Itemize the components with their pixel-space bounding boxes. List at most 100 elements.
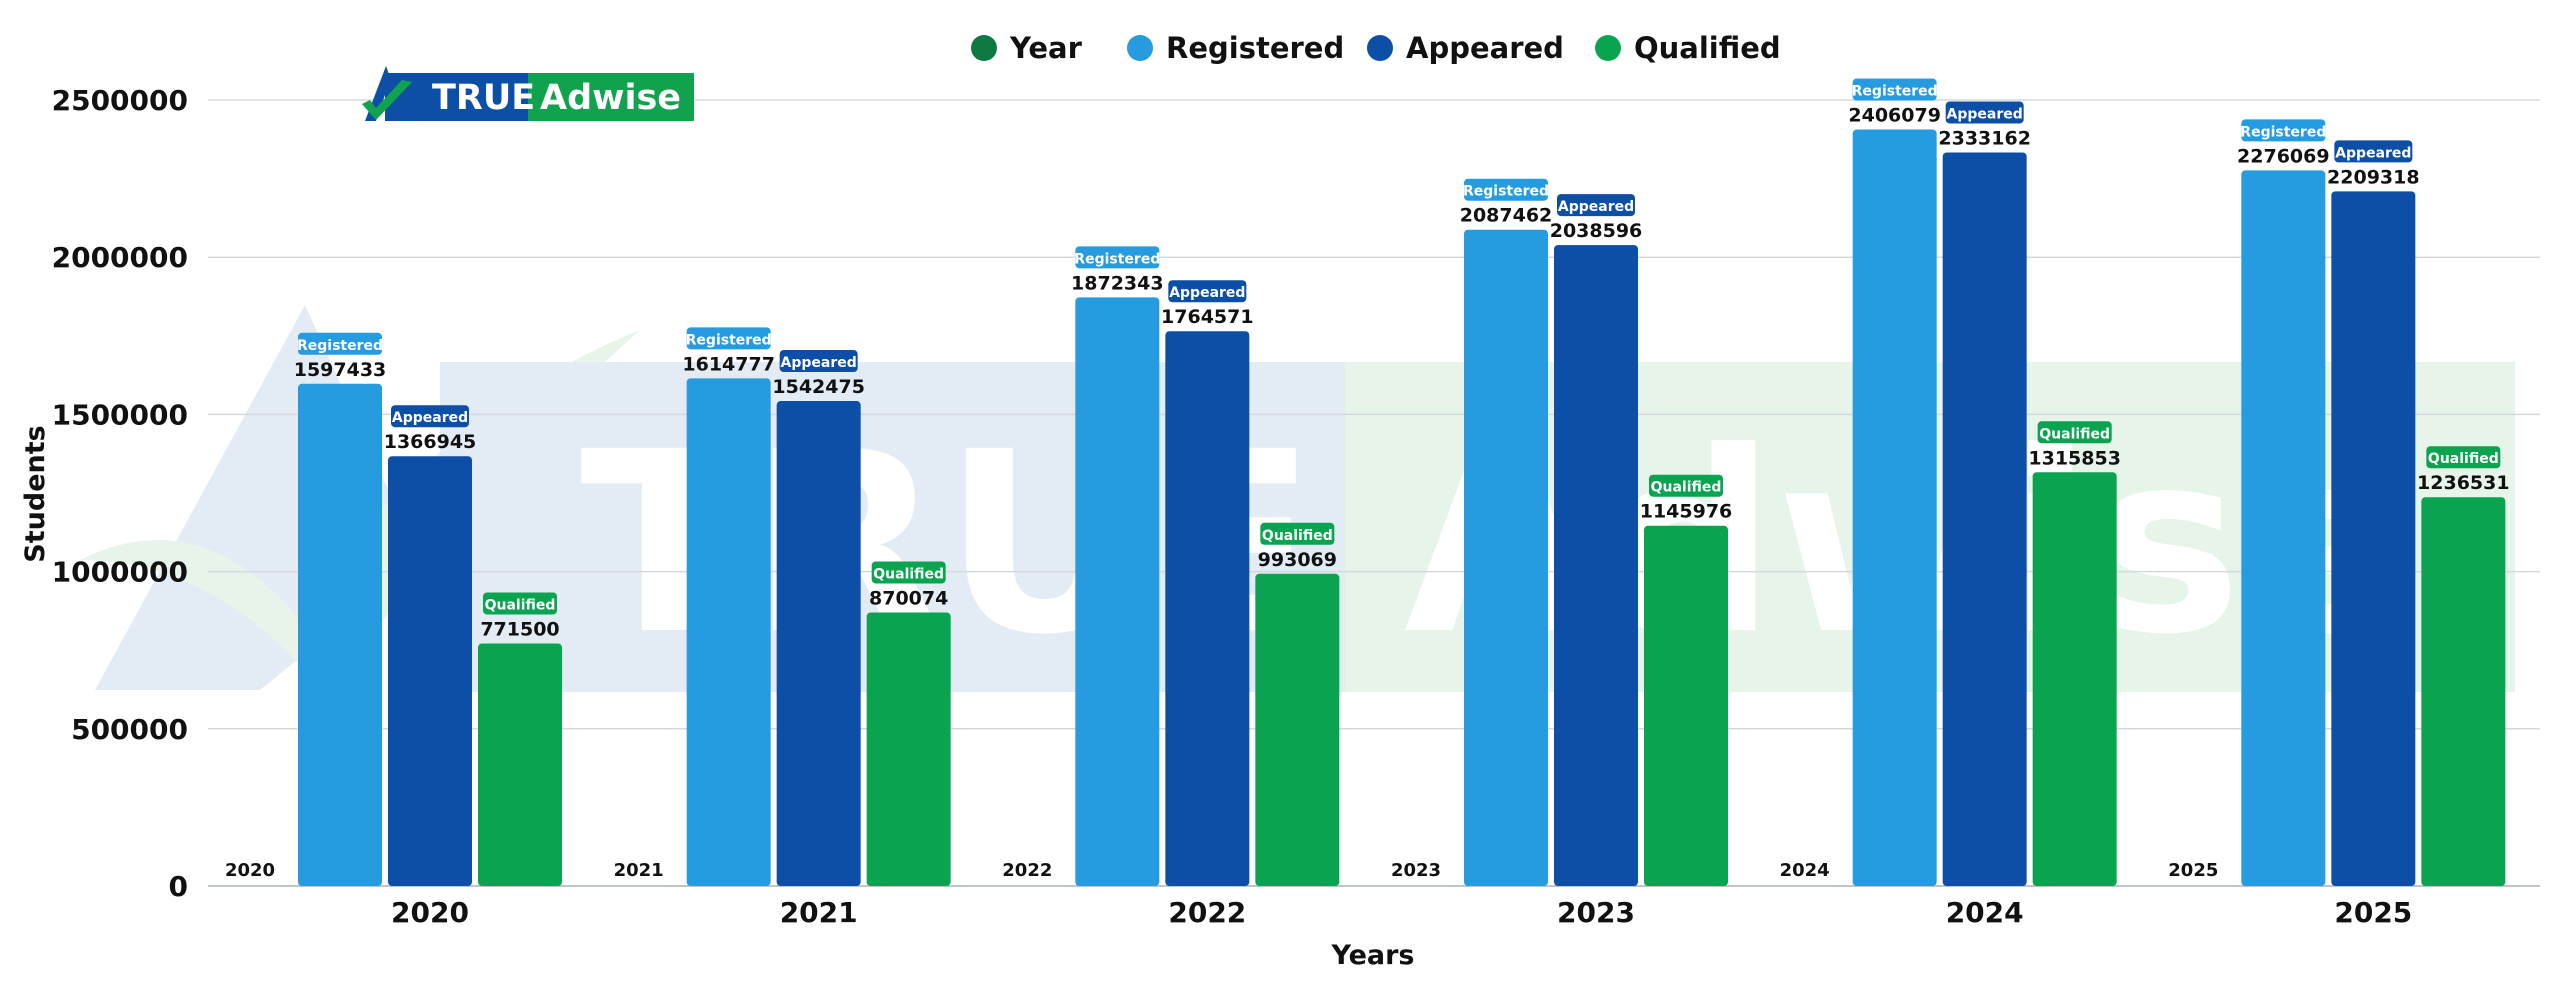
logo-blue-box	[385, 73, 528, 121]
legend-marker-qualified	[1595, 35, 1621, 61]
bar-registered-2021	[686, 378, 771, 886]
series-badge-registered	[686, 327, 771, 350]
bar-appeared-2022	[1165, 331, 1250, 886]
series-badge-registered	[2241, 119, 2326, 142]
data-label-qualified: 1236531	[2417, 472, 2510, 494]
series-badge-text: Qualified	[2428, 451, 2499, 467]
x-tick-label: 2025	[2334, 896, 2412, 929]
bar-appeared-2020	[388, 456, 472, 886]
y-tick-label: 2500000	[52, 84, 188, 117]
series-badge-text: Qualified	[2039, 426, 2110, 442]
data-label-appeared: 1366945	[384, 431, 477, 453]
bar-qualified-2025	[2421, 497, 2506, 886]
data-label-registered: 1614777	[682, 353, 775, 375]
year-series-label: 2024	[1780, 860, 1830, 881]
series-badge-text: Appeared	[1169, 285, 1245, 301]
series-badge-text: Registered	[2240, 124, 2326, 140]
legend-label-registered: Registered	[1166, 31, 1344, 65]
year-series-label: 2023	[1391, 860, 1441, 881]
legend-marker-year	[971, 35, 997, 61]
bar-appeared-2024	[1942, 152, 2027, 887]
series-badge-text: Registered	[297, 338, 383, 354]
series-badge-text: Registered	[1463, 184, 1549, 200]
bar-registered-2022	[1075, 297, 1160, 887]
x-tick-label: 2024	[1946, 896, 2024, 929]
data-label-appeared: 1764571	[1161, 306, 1254, 328]
year-series-label: 2020	[225, 860, 275, 881]
data-label-appeared: 2038596	[1550, 220, 1643, 242]
series-badge-registered	[1464, 178, 1548, 201]
series-badge-qualified	[1260, 522, 1335, 545]
x-tick-label: 2020	[391, 896, 469, 929]
data-label-registered: 1597433	[294, 359, 387, 381]
data-label-qualified: 1145976	[1640, 501, 1733, 523]
series-badge-text: Qualified	[1651, 480, 1722, 496]
data-label-appeared: 2209318	[2327, 166, 2420, 188]
year-series-label: 2021	[614, 860, 664, 881]
series-badge-appeared	[391, 405, 469, 428]
series-badge-qualified	[2037, 421, 2112, 444]
series-badge-qualified	[483, 592, 557, 615]
bar-appeared-2023	[1554, 245, 1638, 886]
logo-check-icon	[362, 80, 412, 120]
bar-qualified-2021	[866, 612, 951, 886]
data-label-appeared: 1542475	[772, 376, 865, 398]
bar-registered-2025	[2241, 170, 2326, 886]
series-badge-text: Appeared	[1558, 199, 1634, 215]
bars	[298, 129, 2506, 887]
data-label-registered: 1872343	[1071, 272, 1164, 294]
y-axis-ticks: 0 500000 1000000 1500000 2000000 2500000	[52, 84, 188, 903]
bar-registered-2024	[1852, 129, 1937, 887]
bar-registered-2020	[298, 383, 382, 886]
series-badge-text: Qualified	[873, 566, 944, 582]
logo-text-true: TRUE	[432, 78, 535, 118]
series-badge-text: Appeared	[2335, 145, 2411, 161]
legend-marker-appeared	[1367, 35, 1393, 61]
x-tick-label: 2022	[1168, 896, 1246, 929]
x-axis-title: Years	[1331, 940, 1415, 971]
series-badge-text: Appeared	[1947, 106, 2023, 122]
x-tick-label: 2021	[780, 896, 858, 929]
legend-label-qualified: Qualified	[1634, 31, 1781, 65]
bar-labels: 2020 1597433 Registered 1366945 Appeared 7715…	[225, 78, 2510, 881]
series-badge-text: Qualified	[1262, 528, 1333, 544]
series-badge-text: Appeared	[781, 355, 857, 371]
series-badge-registered	[1852, 78, 1937, 101]
series-badge-qualified	[1649, 474, 1723, 497]
series-badge-appeared	[1168, 280, 1247, 303]
bar-registered-2023	[1464, 229, 1548, 886]
logo-text-adwise: Adwise	[540, 78, 681, 118]
series-badge-text: Registered	[686, 332, 772, 348]
series-badge-appeared	[1557, 194, 1635, 217]
y-tick-label: 0	[169, 870, 188, 903]
series-badge-registered	[1075, 246, 1160, 269]
bar-qualified-2024	[2032, 472, 2117, 886]
series-badge-text: Registered	[1074, 251, 1160, 267]
legend-label-appeared: Appeared	[1406, 31, 1564, 65]
series-badge-registered	[298, 332, 382, 355]
series-badge-text: Registered	[1852, 84, 1938, 100]
data-label-qualified: 771500	[480, 618, 559, 640]
series-badge-qualified	[871, 561, 946, 584]
data-label-appeared: 2333162	[1938, 127, 2031, 149]
y-axis-title: Students	[20, 425, 51, 562]
series-badge-qualified	[2426, 446, 2501, 469]
data-label-qualified: 870074	[869, 587, 948, 609]
data-label-registered: 2406079	[1848, 105, 1941, 127]
data-label-qualified: 1315853	[2028, 447, 2121, 469]
year-series-label: 2025	[2168, 860, 2218, 881]
series-badge-appeared	[779, 350, 858, 373]
data-label-registered: 2087462	[1460, 205, 1553, 227]
bar-qualified-2022	[1255, 573, 1340, 886]
series-badge-appeared	[2334, 140, 2413, 163]
bar-appeared-2025	[2331, 191, 2416, 886]
logo: TRUE Adwise	[362, 66, 694, 121]
legend-marker-registered	[1127, 35, 1153, 61]
x-axis-ticks: 2020 2021 2022 2023 2024 2025	[391, 896, 2412, 929]
logo-green-box	[528, 73, 694, 121]
series-badge-text: Qualified	[485, 597, 556, 613]
y-tick-label: 1500000	[52, 398, 188, 431]
bar-qualified-2023	[1644, 525, 1728, 886]
year-series-label: 2022	[1002, 860, 1052, 881]
